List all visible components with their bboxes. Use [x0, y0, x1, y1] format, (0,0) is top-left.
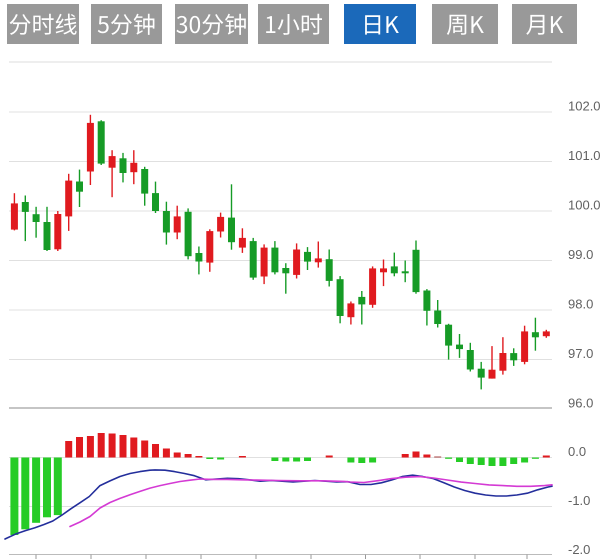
svg-text:102.0: 102.0	[568, 99, 601, 114]
svg-text:98.0: 98.0	[568, 297, 593, 312]
svg-text:101.0: 101.0	[568, 148, 601, 163]
svg-text:100.0: 100.0	[568, 198, 601, 213]
svg-text:96.0: 96.0	[568, 396, 593, 411]
svg-text:-1.0: -1.0	[568, 493, 590, 508]
svg-text:99.0: 99.0	[568, 247, 593, 262]
svg-text:-2.0: -2.0	[568, 542, 590, 557]
svg-text:97.0: 97.0	[568, 346, 593, 361]
svg-text:0.0: 0.0	[568, 444, 586, 459]
